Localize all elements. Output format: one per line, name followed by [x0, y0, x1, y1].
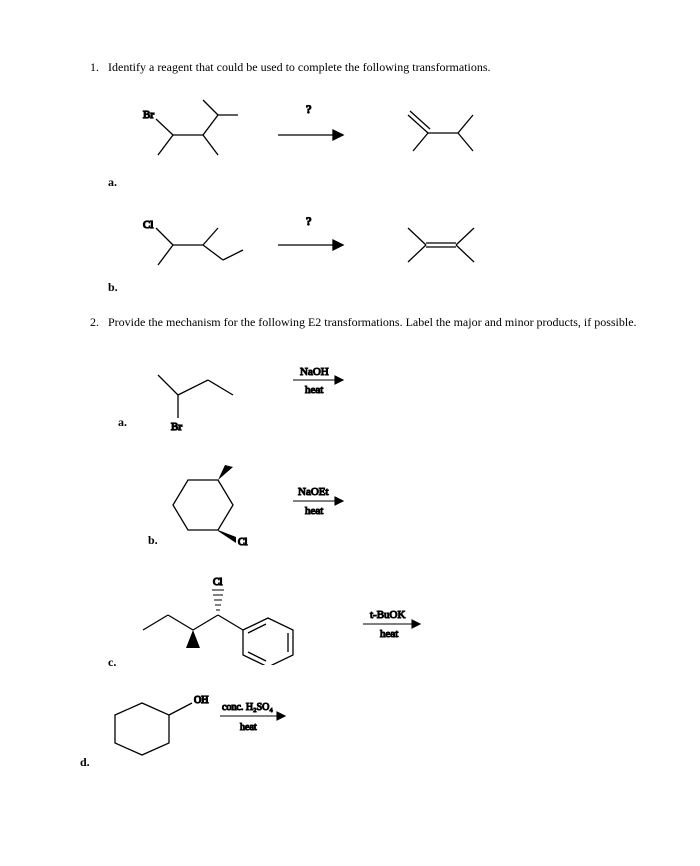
q2c-top: t-BuOK: [370, 609, 406, 621]
q2b-bot: heat: [305, 505, 323, 517]
q1a-row: a. Br ?: [108, 95, 640, 195]
q1a-diagram: Br ?: [108, 95, 528, 195]
q2d-atom: OH: [194, 695, 208, 706]
q2c-label: c.: [108, 655, 116, 670]
q2b-diagram: Cl NaOEt heat: [108, 455, 458, 550]
q2a-bot: heat: [305, 384, 323, 396]
q2c-bot: heat: [380, 628, 398, 640]
q2a-label: a.: [118, 415, 127, 430]
q1b-arrow-top: ?: [306, 214, 311, 228]
q1-text: Identify a reagent that could be used to…: [108, 60, 640, 75]
q1b-diagram: Cl ?: [108, 210, 528, 295]
q2a-diagram: Br NaOH heat: [108, 350, 458, 435]
q1a-arrow-top: ?: [306, 102, 311, 116]
q1a-label: a.: [108, 175, 117, 190]
q2d-bot: heat: [240, 722, 257, 733]
q2a-top: NaOH: [300, 366, 329, 378]
question-1: 1. Identify a reagent that could be used…: [90, 60, 640, 75]
q2c-atom: Cl: [213, 577, 223, 588]
q1a-br: Br: [143, 109, 154, 121]
q1b-row: b. Cl ?: [108, 210, 640, 300]
q2b-label: b.: [148, 533, 158, 548]
q2b-row: b. Cl NaOEt heat: [108, 455, 640, 555]
q1-num: 1.: [90, 60, 108, 75]
q2a-row: a. Br NaOH heat: [108, 350, 640, 440]
question-2: 2. Provide the mechanism for the followi…: [90, 315, 640, 330]
q2c-diagram: Cl t-BuOK heat: [108, 570, 488, 665]
q2-text: Provide the mechanism for the following …: [108, 315, 640, 330]
q2a-atom: Br: [171, 421, 182, 433]
q2b-top: NaOEt: [298, 486, 329, 498]
q1b-cl: Cl: [143, 219, 153, 231]
q2b-atom: Cl: [238, 537, 248, 548]
q2d-diagram: OH conc. H₂SO₄ heat: [80, 685, 380, 765]
q1b-label: b.: [108, 280, 118, 295]
q2d-top: conc. H₂SO₄: [222, 702, 273, 713]
q2c-row: c. Cl: [108, 570, 640, 670]
q2d-label: d.: [80, 755, 90, 770]
q2-num: 2.: [90, 315, 108, 330]
q2d-row: d. OH conc. H₂SO₄ heat: [80, 685, 640, 770]
